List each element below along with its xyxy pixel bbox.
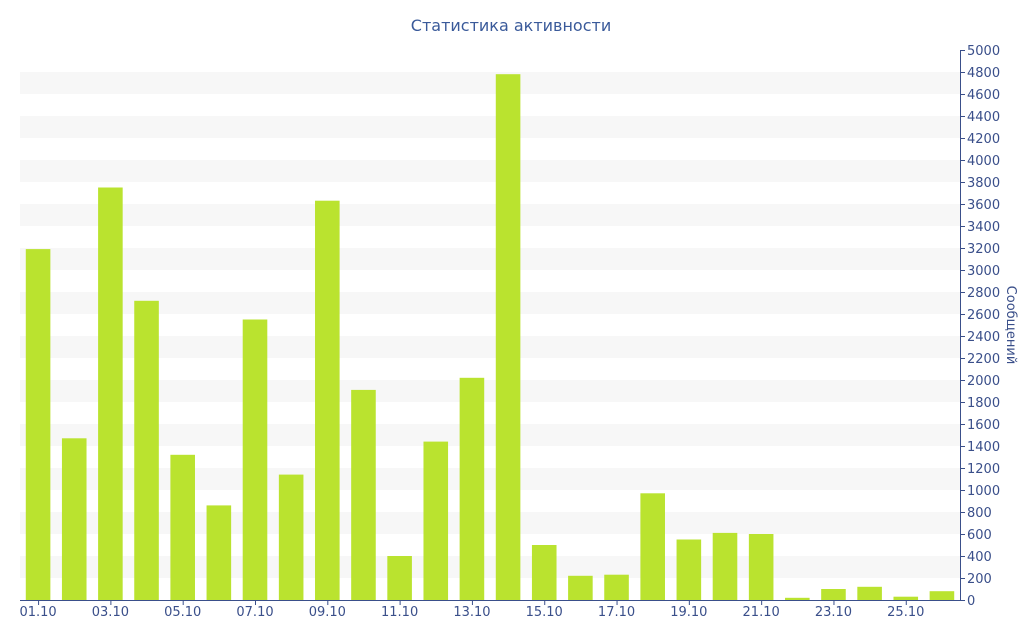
x-axis-ticks: 01.10 03.10 05.10 07.10 09.10 11.10 13.10 15.10… [19,600,924,620]
y-tick-label: 1400 [967,440,1000,455]
y-tick-label: 3400 [967,220,1000,235]
bar-07.10 [242,319,268,600]
y-tick-label: 1800 [967,396,1000,411]
bar-01.10 [25,249,51,600]
grid-band [20,116,960,138]
grid-band [20,424,960,446]
y-tick-label: 1600 [967,418,1000,433]
y-tick-label: 3600 [967,198,1000,213]
y-tick-label: 0 [967,594,975,609]
bar-22.10 [785,597,810,600]
y-tick-label: 600 [967,528,992,543]
y-tick-label: 800 [967,506,992,521]
grid-band [20,204,960,226]
chart-title: Статистика активности [411,16,611,35]
y-tick-label: 2200 [967,352,1000,367]
y-tick-label: 3200 [967,242,1000,257]
y-tick-label: 4200 [967,132,1000,147]
x-tick-label: 03.10 [92,605,129,620]
bar-04.10 [134,300,159,600]
y-tick-label: 2800 [967,286,1000,301]
y-tick-label: 2000 [967,374,1000,389]
y-tick-label: 4400 [967,110,1000,125]
grid-band [20,380,960,402]
y-tick-label: 5000 [967,44,1000,59]
y-tick-label: 200 [967,572,992,587]
grid-band [20,468,960,490]
x-tick-label: 25.10 [887,605,924,620]
x-tick-label: 09.10 [309,605,346,620]
x-tick-label: 07.10 [236,605,273,620]
y-tick-label: 400 [967,550,992,565]
grid-band [20,160,960,182]
bar-12.10 [423,441,449,600]
bar-08.10 [278,474,304,600]
bar-17.10 [604,574,629,600]
bar-03.10 [98,187,123,600]
grid-band [20,248,960,270]
x-tick-label: 05.10 [164,605,201,620]
bar-19.10 [676,539,702,600]
y-tick-label: 4600 [967,88,1000,103]
bar-05.10 [170,454,195,600]
y-tick-label: 2600 [967,308,1000,323]
y-tick-label: 4800 [967,66,1000,81]
y-tick-label: 4000 [967,154,1000,169]
grid-band [20,512,960,534]
bar-25.10 [893,596,919,600]
bar-13.10 [459,377,485,600]
bar-02.10 [61,438,87,600]
bar-14.10 [495,74,521,600]
x-tick-label: 19.10 [670,605,707,620]
bar-18.10 [640,493,665,600]
y-tick-label: 3800 [967,176,1000,191]
bar-09.10 [315,200,340,600]
y-tick-label: 3000 [967,264,1000,279]
grid-bands [20,72,960,578]
x-tick-label: 23.10 [815,605,852,620]
x-tick-label: 11.10 [381,605,418,620]
axes [20,50,961,601]
grid-band [20,556,960,578]
bar-21.10 [748,534,774,600]
grid-band [20,336,960,358]
grid-band [20,292,960,314]
bar-24.10 [857,586,882,600]
bar-06.10 [206,505,232,600]
bar-15.10 [531,545,557,600]
y-tick-label: 1200 [967,462,1000,477]
y-tick-label: 1000 [967,484,1000,499]
y-tick-label: 2400 [967,330,1000,345]
x-tick-label: 01.10 [19,605,56,620]
y-axis-ticks: 0 200 400 600 800 1000 1200 1400 1600 1800 2000 220… [960,44,1000,609]
bar-16.10 [568,575,593,600]
x-tick-label: 17.10 [598,605,635,620]
bar-10.10 [351,389,376,600]
bar-20.10 [712,532,738,600]
bar-11.10 [387,556,412,600]
bar-26.10 [929,591,955,600]
grid-band [20,72,960,94]
x-tick-label: 13.10 [453,605,490,620]
bar-23.10 [821,589,846,600]
x-tick-label: 21.10 [743,605,780,620]
y-axis-label: Сообщений [1003,286,1018,365]
bars [25,74,955,600]
x-tick-label: 15.10 [526,605,563,620]
